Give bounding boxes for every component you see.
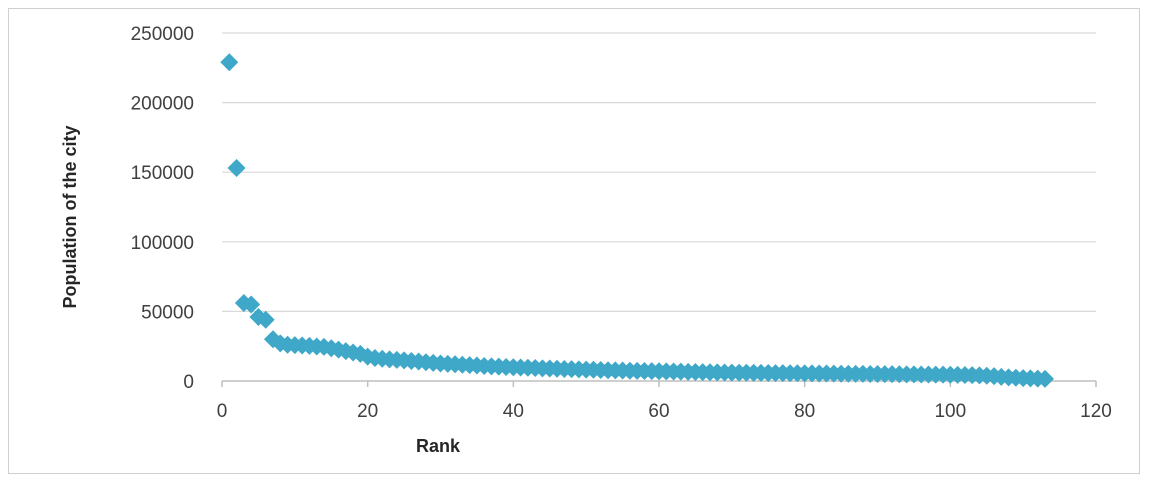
x-tick-labels: 0 20 40 60 80 100 120 [217, 401, 1112, 422]
data-point [1036, 369, 1055, 388]
data-point [242, 295, 261, 314]
y-tick-label: 200000 [131, 94, 194, 115]
data-point [227, 159, 246, 178]
x-tick-label: 40 [503, 401, 524, 422]
y-axis-title: Population of the city [60, 126, 80, 309]
x-tick-label: 120 [1080, 401, 1112, 422]
y-tick-labels: 0 50000 100000 150000 200000 250000 [131, 24, 194, 393]
data-points [220, 53, 1055, 388]
x-tick-label: 100 [934, 401, 966, 422]
gridlines [222, 32, 1096, 312]
x-axis-title: Rank [416, 436, 461, 456]
y-tick-label: 50000 [141, 302, 194, 323]
data-point [220, 53, 239, 72]
data-point [256, 310, 275, 329]
x-tick-label: 20 [357, 401, 378, 422]
y-tick-label: 0 [183, 372, 194, 393]
y-tick-label: 100000 [131, 233, 194, 254]
x-tick-label: 0 [217, 401, 228, 422]
chart-frame [8, 8, 1140, 474]
x-tick-label: 80 [794, 401, 815, 422]
x-tick-label: 60 [648, 401, 669, 422]
y-tick-label: 150000 [131, 163, 194, 184]
y-tick-label: 250000 [131, 24, 194, 45]
